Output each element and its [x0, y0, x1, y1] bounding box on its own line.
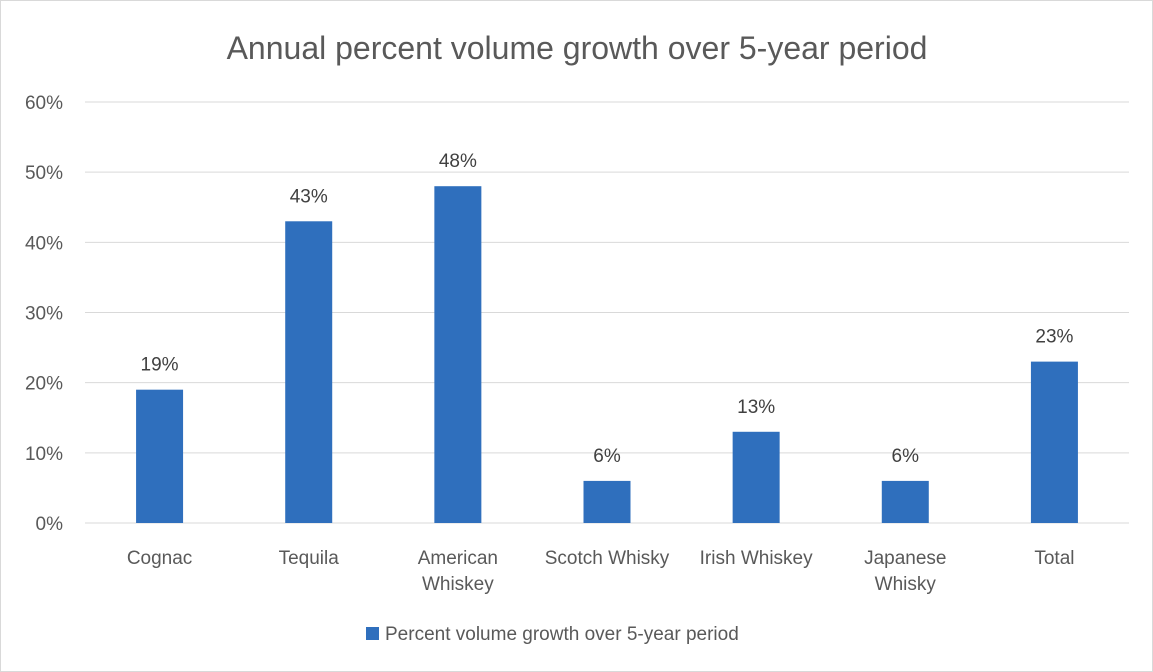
data-labels: 19% 43% 48% 6% 13% 6% 23% — [141, 151, 1074, 467]
data-label: 6% — [593, 446, 621, 467]
y-tick-label: 60% — [25, 93, 63, 114]
x-tick-label: Whisky — [875, 574, 937, 595]
x-tick-label: Whiskey — [422, 574, 494, 595]
bar — [136, 389, 184, 523]
x-tick-label: Cognac — [127, 548, 193, 569]
data-label: 19% — [141, 355, 179, 376]
x-tick-label: Irish Whiskey — [700, 548, 813, 569]
bar — [881, 480, 929, 523]
x-axis: Cognac Tequila American Whiskey Scotch Whisk… — [127, 548, 1075, 595]
data-label: 13% — [737, 397, 775, 418]
y-tick-label: 50% — [25, 163, 63, 184]
chart-title: Annual percent volume growth over 5-year… — [227, 30, 928, 66]
x-tick-label: Japanese — [864, 548, 946, 569]
legend-swatch — [366, 627, 379, 640]
data-label: 43% — [290, 186, 328, 207]
legend: Percent volume growth over 5-year period — [366, 624, 739, 645]
bar — [434, 186, 482, 523]
x-tick-label: American — [418, 548, 498, 569]
bars — [136, 186, 1078, 524]
bar — [285, 221, 333, 524]
bar — [1030, 361, 1078, 523]
y-axis: 0% 10% 20% 30% 40% 50% 60% — [25, 93, 63, 535]
y-tick-label: 10% — [25, 444, 63, 465]
bar — [732, 431, 780, 523]
data-label: 6% — [892, 446, 920, 467]
y-tick-label: 20% — [25, 374, 63, 395]
x-tick-label: Tequila — [279, 548, 340, 569]
y-tick-label: 40% — [25, 233, 63, 254]
y-tick-label: 30% — [25, 304, 63, 325]
x-tick-label: Scotch Whisky — [545, 548, 670, 569]
legend-label: Percent volume growth over 5-year period — [385, 624, 739, 645]
x-tick-label: Total — [1034, 548, 1074, 569]
gridlines — [85, 101, 1129, 524]
y-tick-label: 0% — [36, 514, 64, 535]
data-label: 23% — [1035, 327, 1073, 348]
bar — [583, 480, 631, 523]
data-label: 48% — [439, 151, 477, 172]
